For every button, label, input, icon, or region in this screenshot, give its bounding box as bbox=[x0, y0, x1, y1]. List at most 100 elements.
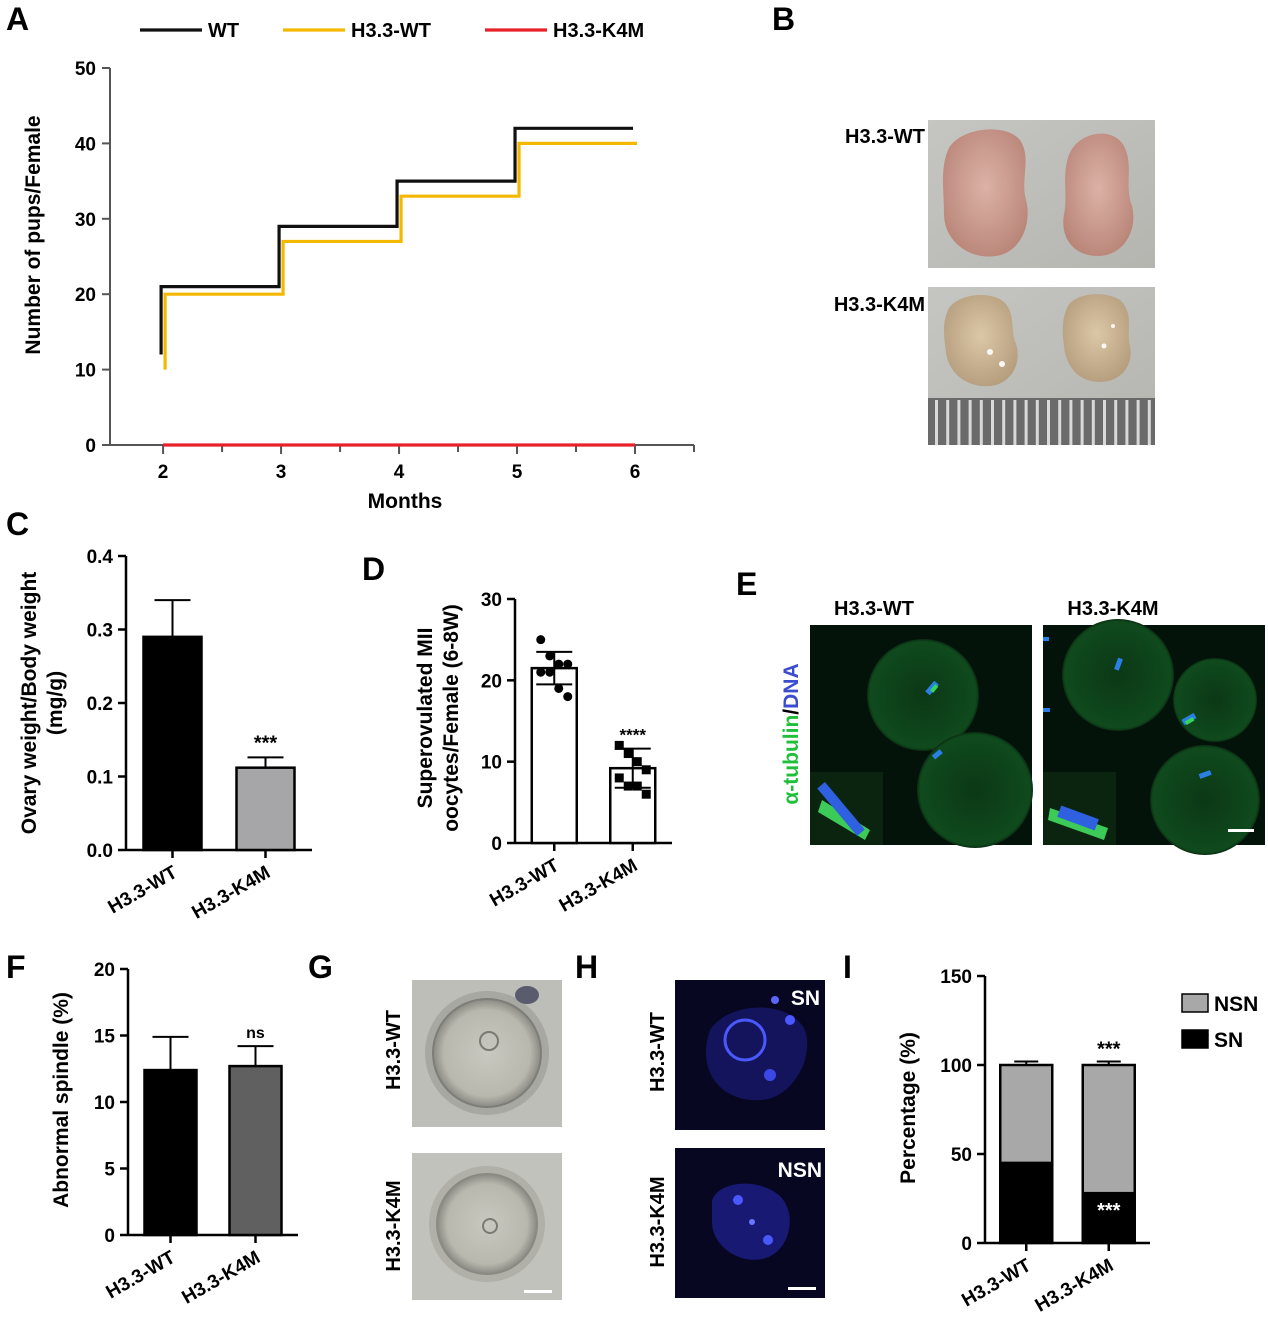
chart-a-x-tick-label: 5 bbox=[512, 462, 523, 483]
chart-f-significance: ns bbox=[246, 1025, 265, 1042]
panel-e-col-h33-wt: H3.3-WT bbox=[834, 598, 914, 620]
chart-a-legend-label: H3.3-K4M bbox=[553, 20, 644, 42]
chart-a-series-wt bbox=[159, 126, 634, 355]
chart-i-legend-swatch bbox=[1181, 1029, 1209, 1049]
chart-d-mii-oocytes: 0 10 20 30 H3.3-WT **** H3.3-K4M Superovulated… bbox=[414, 590, 672, 917]
chart-i-legend: NSN SN bbox=[1181, 993, 1258, 1052]
chart-c-bar bbox=[142, 635, 203, 852]
scale-bar-g bbox=[524, 1290, 552, 1293]
chart-a-x-tick-label: 6 bbox=[630, 462, 641, 483]
panel-h-row-h33-wt: H3.3-WT bbox=[647, 1012, 669, 1092]
panel-letter-i: I bbox=[843, 949, 852, 985]
chart-f-abnormal-spindle: 0 5 10 15 20 H3.3-WT ns H3.3-K4M Abnormal spind… bbox=[50, 960, 298, 1309]
chart-d-point bbox=[641, 789, 651, 799]
chart-f-y-tick-label: 20 bbox=[94, 960, 115, 981]
chart-i-y-tick-label: 0 bbox=[961, 1234, 972, 1255]
chart-d-point bbox=[632, 757, 642, 767]
chart-i-legend-swatch bbox=[1181, 993, 1209, 1013]
chart-f-y-tick-label: 0 bbox=[104, 1226, 115, 1247]
panel-letter-d: D bbox=[362, 551, 385, 587]
ovary-k4m-right bbox=[1062, 294, 1131, 382]
chart-f-category-label: H3.3-K4M bbox=[179, 1247, 264, 1308]
chart-a-legend-label: H3.3-WT bbox=[351, 20, 431, 42]
chart-d-y-axis-label-line-2: oocytes/Female (6-8W) bbox=[440, 604, 463, 832]
chart-f-bar bbox=[143, 1068, 198, 1237]
chart-i-y-tick-label: 100 bbox=[940, 1056, 972, 1077]
chart-d-category-label: H3.3-WT bbox=[486, 855, 563, 911]
chart-d-point bbox=[632, 781, 642, 791]
chart-a-y-tick-label: 10 bbox=[75, 361, 96, 382]
chart-c-y-tick-label: 0.1 bbox=[87, 768, 114, 789]
chart-i-legend-label: NSN bbox=[1214, 993, 1258, 1016]
panel-g-oocyte-brightfield: H3.3-WT H3.3-K4M bbox=[383, 980, 562, 1300]
chart-a-y-tick-label: 40 bbox=[75, 134, 96, 155]
panel-h-chromatin-images: H3.3-WT H3.3-K4M SN NSN bbox=[647, 980, 825, 1298]
chart-d-point bbox=[545, 667, 555, 677]
panel-letter-g: G bbox=[308, 949, 333, 985]
chart-d-category-label: H3.3-K4M bbox=[556, 855, 641, 916]
ovary-wt-right bbox=[1063, 133, 1134, 256]
chart-d-point bbox=[554, 659, 564, 669]
chart-d-significance: **** bbox=[620, 726, 647, 745]
chart-d-point bbox=[614, 773, 624, 783]
chart-i-category-label: H3.3-K4M bbox=[1032, 1255, 1117, 1316]
ruler bbox=[928, 398, 1155, 445]
chart-f-y-tick-label: 10 bbox=[94, 1093, 115, 1114]
chart-a-legend-label: WT bbox=[208, 20, 239, 42]
chart-d-point bbox=[614, 740, 624, 750]
panel-letter-c: C bbox=[6, 506, 29, 542]
chart-a-y-tick-label: 0 bbox=[85, 436, 96, 457]
chart-c-category-label: H3.3-K4M bbox=[189, 862, 274, 923]
chart-c-ovary-weight: 0.0 0.1 0.2 0.3 0.4 H3.3-WT *** H3.3-K4M Ovary … bbox=[18, 547, 312, 924]
scale-bar-h bbox=[788, 1287, 816, 1290]
chart-a-x-tick-label: 4 bbox=[394, 462, 405, 483]
tag-nsn: NSN bbox=[778, 1159, 822, 1182]
chart-a-x-tick-label: 2 bbox=[158, 462, 169, 483]
chart-f-y-tick-label: 5 bbox=[104, 1160, 115, 1181]
panel-g-row-h33-wt: H3.3-WT bbox=[383, 1010, 405, 1090]
chart-i-significance: *** bbox=[1097, 1038, 1121, 1060]
chart-c-bar bbox=[235, 766, 296, 852]
chart-f-category-label: H3.3-WT bbox=[103, 1247, 180, 1303]
chart-d-point bbox=[536, 635, 546, 645]
chart-d-point bbox=[554, 683, 564, 693]
panel-letter-h: H bbox=[575, 949, 598, 985]
panel-b-ovary-images: H3.3-WT H3.3-K4M bbox=[834, 120, 1155, 445]
panel-letter-f: F bbox=[6, 949, 26, 985]
label-dna: DNA bbox=[780, 663, 803, 709]
panel-e-side-label: α-tubulin/DNA bbox=[780, 663, 803, 804]
panel-h-row-h33-k4m: H3.3-K4M bbox=[647, 1176, 669, 1267]
chart-d-point bbox=[563, 659, 573, 669]
chart-f-y-tick-label: 15 bbox=[94, 1027, 116, 1048]
chart-a-y-axis-label: Number of pups/Female bbox=[22, 115, 45, 354]
chart-d-y-tick-label: 10 bbox=[481, 753, 502, 774]
tag-sn: SN bbox=[791, 987, 820, 1010]
chart-i-category-label: H3.3-WT bbox=[958, 1255, 1035, 1311]
panel-letter-e: E bbox=[736, 566, 757, 602]
chart-d-y-tick-label: 20 bbox=[481, 671, 502, 692]
chart-d-y-tick-label: 0 bbox=[491, 834, 502, 855]
chart-a-y-tick-label: 20 bbox=[75, 285, 96, 306]
chart-i-significance: *** bbox=[1097, 1200, 1121, 1222]
panel-letter-a: A bbox=[6, 1, 29, 37]
chart-i-sn-nsn-percentage: 0 50 100 150 H3.3-WT *** *** H3.3-K4M NSN SN Per… bbox=[897, 967, 1258, 1317]
chart-a-series-h33-wt bbox=[163, 141, 638, 370]
chart-c-y-tick-label: 0.3 bbox=[87, 621, 113, 642]
chart-i-bar-nsn bbox=[1081, 1063, 1136, 1195]
chart-d-point bbox=[536, 667, 546, 677]
chart-a-y-tick-label: 30 bbox=[75, 210, 96, 231]
chart-a-x-axis-label: Months bbox=[368, 490, 443, 513]
label-separator: / bbox=[780, 709, 803, 715]
chart-d-y-axis-label-line-1: Superovulated MII bbox=[414, 628, 437, 809]
chart-c-y-axis-label-line-1: Ovary weight/Body weight bbox=[18, 572, 41, 835]
chart-i-bar-sn bbox=[999, 1161, 1054, 1245]
chart-d-point bbox=[641, 765, 651, 775]
chart-d-point bbox=[623, 749, 633, 759]
chart-i-y-tick-label: 50 bbox=[951, 1145, 972, 1166]
chart-c-category-label: H3.3-WT bbox=[105, 862, 182, 918]
chart-f-y-axis-label: Abnormal spindle (%) bbox=[50, 992, 73, 1208]
chart-i-y-tick-label: 150 bbox=[940, 967, 972, 988]
chart-d-point bbox=[545, 651, 555, 661]
chart-d-y-tick-label: 30 bbox=[481, 590, 502, 611]
